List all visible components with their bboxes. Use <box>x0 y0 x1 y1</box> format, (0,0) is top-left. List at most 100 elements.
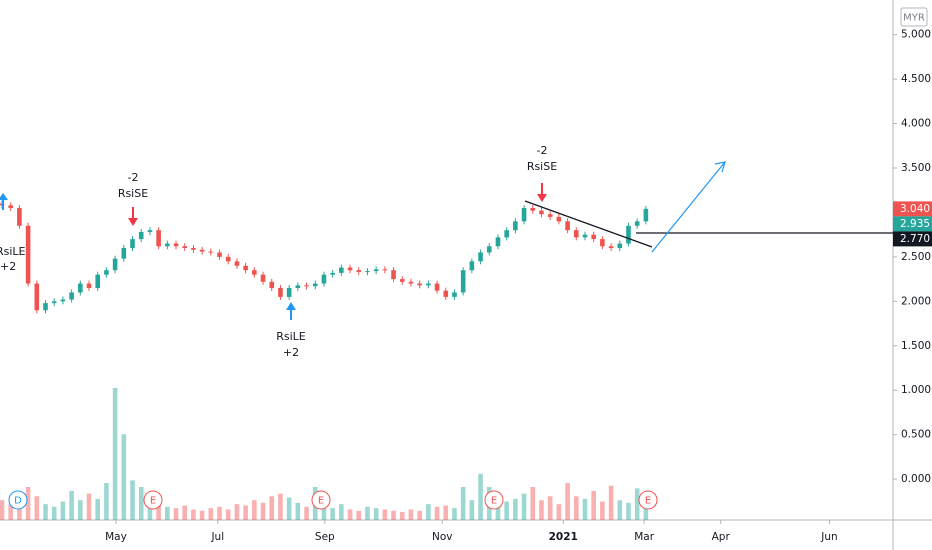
volume-bar <box>234 504 240 520</box>
candle-body <box>295 285 301 288</box>
candle-body <box>626 225 631 244</box>
volume-bar <box>104 483 109 520</box>
volume-bar <box>478 473 483 520</box>
candle-body <box>347 267 353 271</box>
volume-bar <box>330 508 335 520</box>
candle-body <box>25 225 31 284</box>
candle-body <box>521 208 527 222</box>
candle-body <box>234 261 240 266</box>
y-tick-label: 0.500 <box>901 429 931 441</box>
projection-arrow <box>651 161 726 253</box>
x-tick-label: May <box>105 531 127 543</box>
candle-body <box>339 267 344 273</box>
volume-bar <box>208 508 214 520</box>
volume-bar <box>634 488 640 520</box>
volume-bar <box>199 510 205 520</box>
volume-bar <box>51 506 57 520</box>
candle-body <box>173 243 179 247</box>
volume-bar <box>156 504 161 520</box>
volume-bar <box>295 502 301 520</box>
volume-bar <box>43 504 48 520</box>
candle-body <box>217 252 222 257</box>
candle-body <box>8 205 14 208</box>
candle-body <box>208 251 214 253</box>
volume-bar <box>643 501 649 520</box>
candle-body <box>495 237 501 247</box>
volume-bar <box>112 388 118 520</box>
volume-bar <box>243 505 248 520</box>
x-tick-label: Sep <box>315 531 335 543</box>
volume-bar <box>417 510 422 520</box>
candle-body <box>252 270 257 275</box>
candle-body <box>513 221 518 231</box>
volume-bar <box>399 512 405 520</box>
volume-bar <box>0 500 5 520</box>
candle-body <box>556 216 562 222</box>
y-tick-label: 2.000 <box>901 295 931 307</box>
volume-bar <box>252 500 257 520</box>
volume-bar <box>626 502 631 520</box>
candle-body <box>312 283 318 287</box>
candle-body <box>243 265 248 271</box>
volume-bar <box>182 505 188 520</box>
volume-bar <box>373 508 379 520</box>
volume-bar <box>530 487 536 520</box>
volume-bar <box>452 508 457 520</box>
volume-bar <box>34 496 40 520</box>
candle-body <box>225 256 231 262</box>
candle-body <box>591 234 596 240</box>
candle-body <box>34 283 40 311</box>
volume-bar <box>617 500 623 520</box>
candle-body <box>147 230 153 232</box>
trend-line <box>524 200 653 248</box>
candle-body <box>356 270 362 272</box>
volume-bar <box>69 490 74 520</box>
event-letter: E <box>318 496 324 507</box>
event-earnings[interactable] <box>638 490 658 510</box>
volume-bar <box>121 434 127 520</box>
volume-bar <box>600 501 605 520</box>
candle-body <box>573 230 579 238</box>
signal-label: RsiSE <box>118 187 148 200</box>
y-tick-label: 1.500 <box>901 340 931 352</box>
signal-qty: +2 <box>283 346 299 359</box>
event-earnings[interactable] <box>311 490 331 510</box>
volume-bar <box>573 496 579 520</box>
volume-bar <box>304 506 309 520</box>
candle-body <box>199 249 205 252</box>
event-dividend[interactable] <box>8 490 28 510</box>
candle-body <box>330 272 335 275</box>
projection-arrow-head <box>714 161 726 173</box>
candle-body <box>382 269 388 271</box>
candle-body <box>165 243 170 247</box>
currency: MYR <box>903 13 925 24</box>
price-label: 2.770 <box>900 233 930 245</box>
volume-bar <box>286 497 292 520</box>
candle-body <box>365 271 370 273</box>
event-earnings[interactable] <box>484 490 504 510</box>
y-tick-label: 3.500 <box>901 162 931 174</box>
volume-bar <box>278 493 283 520</box>
volume-bar <box>60 501 66 520</box>
candle-body <box>634 221 640 226</box>
candle-body <box>443 290 449 297</box>
signal-label: RsiSE <box>527 160 557 173</box>
candle-body <box>112 258 118 271</box>
candle-body <box>60 299 66 302</box>
candle-body <box>95 274 101 288</box>
candle-body <box>504 230 509 238</box>
volume-bar <box>382 509 388 520</box>
event-earnings[interactable] <box>143 490 163 510</box>
volume-bar <box>339 504 344 520</box>
currency-box <box>900 7 928 27</box>
candle-body <box>286 288 292 297</box>
candle-body <box>417 283 422 286</box>
candle-body <box>321 274 327 284</box>
candle-body <box>643 208 649 222</box>
candle-body <box>547 214 553 217</box>
x-tick-label: Nov <box>432 531 453 543</box>
event-letter: E <box>645 496 651 507</box>
volume-bar <box>434 506 440 520</box>
candle-body <box>399 279 405 282</box>
